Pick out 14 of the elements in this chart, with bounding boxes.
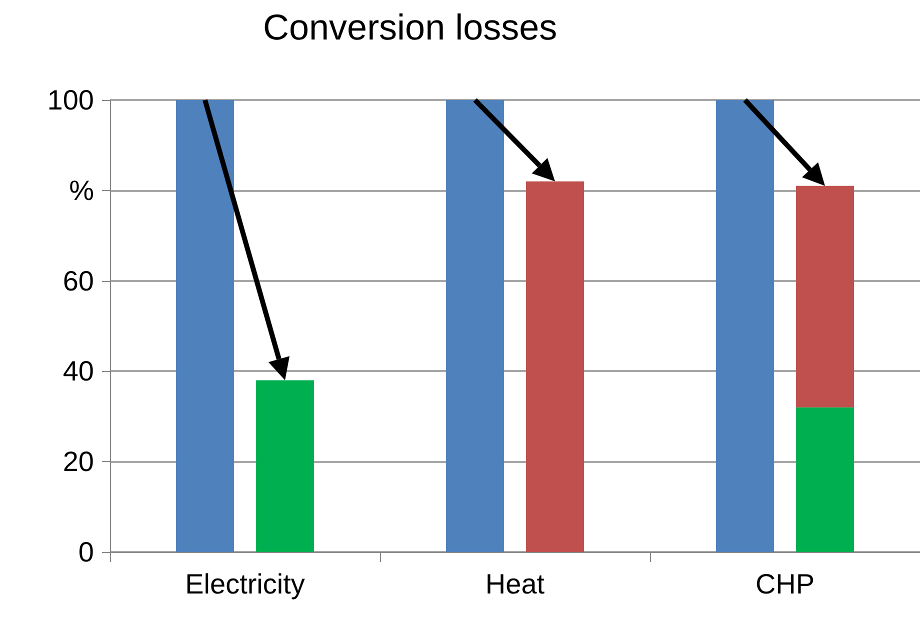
bar [526,181,584,552]
y-tick-label: % [69,174,94,206]
x-tick-label: CHP [755,568,815,600]
bar [796,186,854,408]
x-tick-label: Electricity [185,568,305,600]
x-tick-label: Heat [485,568,545,600]
y-tick-label: 60 [62,265,94,296]
y-tick-label: 0 [78,536,94,568]
chart-title: Conversion losses [263,6,558,48]
y-tick-label: 20 [62,446,94,478]
bar [796,407,854,552]
y-tick-label: 100 [47,84,94,116]
bar [256,380,314,552]
y-tick-label: 40 [62,356,94,387]
